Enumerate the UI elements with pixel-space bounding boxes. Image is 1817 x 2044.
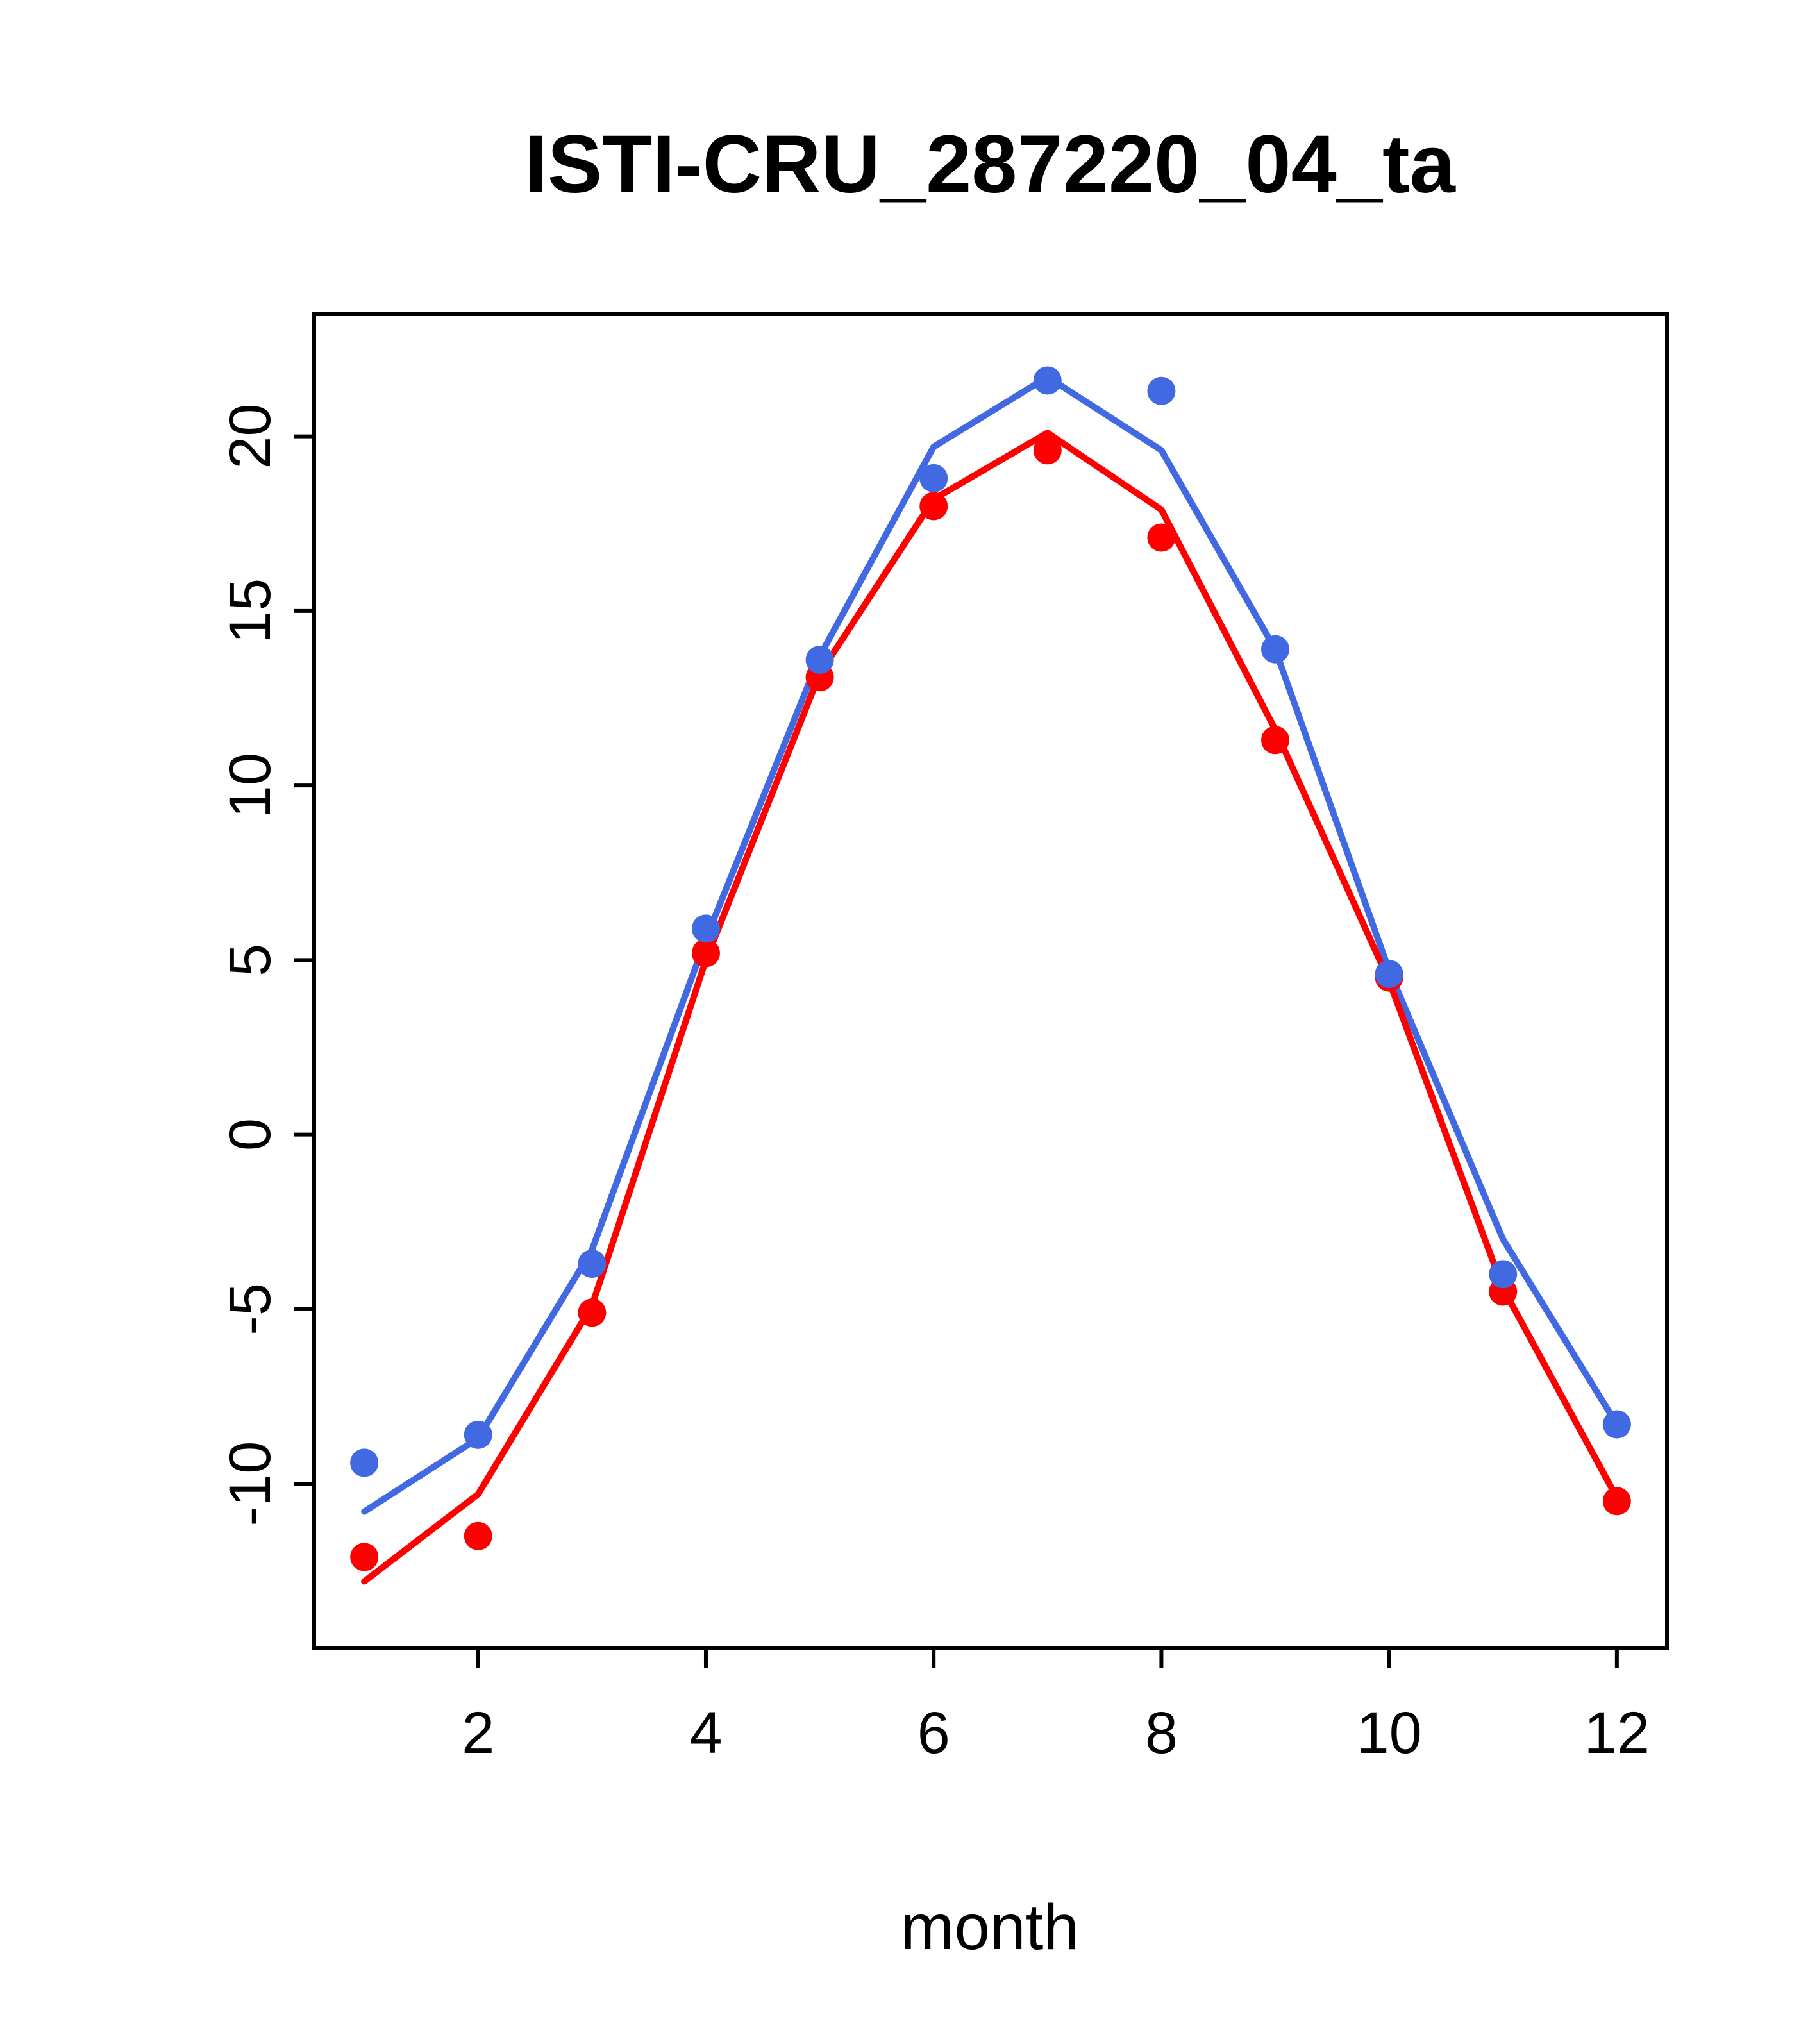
chart-title: ISTI-CRU_287220_04_ta — [524, 119, 1455, 210]
plot-box — [312, 312, 1669, 1650]
blue-points-point — [578, 1250, 607, 1278]
blue-line — [361, 374, 1620, 1515]
blue-points-point — [464, 1420, 492, 1449]
red-points-point — [1261, 726, 1290, 755]
y-tick-label: 20 — [217, 403, 283, 469]
red-points-point — [1147, 523, 1176, 552]
x-tick-label: 10 — [1356, 1700, 1421, 1766]
blue-points-point — [1147, 376, 1176, 405]
red-points-point — [1602, 1487, 1631, 1516]
red-points-point — [578, 1298, 607, 1327]
blue-points-point — [919, 464, 948, 492]
x-axis-label: month — [901, 1891, 1079, 1963]
y-tick-label: -5 — [217, 1283, 283, 1336]
y-tick-label: 10 — [217, 753, 283, 818]
x-tick-label: 6 — [917, 1700, 950, 1766]
x-tick-label: 12 — [1584, 1700, 1650, 1766]
axes: 2 4 6 8 10 12 -10 -5 0 5 10 15 20 — [217, 403, 1650, 1766]
x-tick-label: 8 — [1145, 1700, 1178, 1766]
blue-points-point — [691, 914, 720, 943]
blue-points-point — [1375, 960, 1403, 989]
x-tick-label: 4 — [689, 1700, 722, 1766]
red-line — [361, 430, 1620, 1585]
blue-points-point — [350, 1448, 379, 1477]
data-series — [350, 366, 1631, 1585]
y-tick-label: 15 — [217, 578, 283, 644]
red-points-point — [919, 492, 948, 521]
x-tick-label: 2 — [462, 1700, 494, 1766]
blue-points-point — [1602, 1410, 1631, 1439]
red-points-point — [464, 1521, 492, 1550]
blue-points-point — [1489, 1260, 1518, 1289]
y-tick-label: 5 — [217, 944, 283, 976]
blue-points-point — [805, 646, 834, 674]
y-tick-label: -10 — [217, 1441, 283, 1527]
blue-points-point — [1261, 635, 1290, 664]
red-points-point — [1033, 436, 1062, 465]
y-tick-label: 0 — [217, 1118, 283, 1151]
red-points-point — [350, 1543, 379, 1571]
blue-points-point — [1033, 366, 1062, 395]
red-points-point — [691, 939, 720, 968]
